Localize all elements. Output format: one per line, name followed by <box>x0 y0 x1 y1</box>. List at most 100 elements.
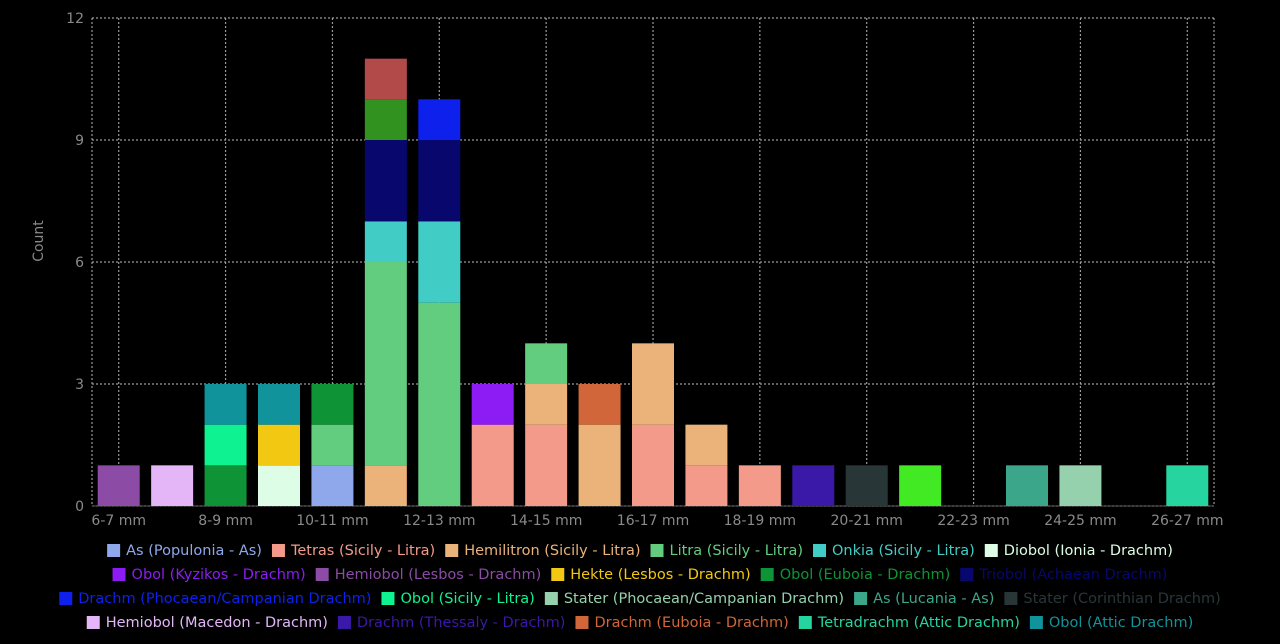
x-tick-label: 24-25 mm <box>1044 513 1116 529</box>
bar-segment <box>364 221 407 262</box>
bar-segment <box>578 424 621 506</box>
legend-swatch <box>271 544 285 557</box>
x-tick-label: 10-11 mm <box>296 513 368 529</box>
y-tick-label: 9 <box>75 133 84 149</box>
legend-label: Obol (Euboia - Drachm) <box>780 567 951 583</box>
legend-label: As (Populonia - As) <box>126 543 262 559</box>
bar-segment <box>792 465 835 506</box>
bar-segment <box>258 384 300 425</box>
legend-swatch <box>650 544 664 557</box>
legend-swatch <box>575 616 589 629</box>
legend-label: Diobol (Ionia - Drachm) <box>1004 543 1173 559</box>
legend-swatch <box>798 616 812 629</box>
legend-label: Obol (Kyzikos - Drachm) <box>132 567 306 583</box>
legend-swatch <box>315 568 329 581</box>
y-tick-label: 6 <box>75 255 84 271</box>
legend-label: Obol (Sicily - Litra) <box>400 591 534 607</box>
legend-swatch <box>960 568 974 581</box>
legend-label: Obol (Attic Drachm) <box>1049 615 1193 631</box>
x-tick-label: 8-9 mm <box>198 513 253 529</box>
bar-segment <box>899 465 942 506</box>
legend-swatch <box>1004 592 1018 605</box>
x-tick-label: 12-13 mm <box>403 513 475 529</box>
legend-label: Hemiobol (Macedon - Drachm) <box>106 615 328 631</box>
legend-label: Hemiobol (Lesbos - Drachm) <box>335 567 542 583</box>
bar-segment <box>525 384 568 425</box>
legend-swatch <box>760 568 774 581</box>
y-tick-label: 3 <box>75 377 84 393</box>
bar-segment <box>471 384 514 425</box>
x-tick-label: 18-19 mm <box>724 513 796 529</box>
bar-segment <box>151 465 194 506</box>
legend-swatch <box>381 592 395 605</box>
bar-segment <box>578 384 621 425</box>
y-tick-label: 12 <box>66 11 84 27</box>
legend-swatch <box>813 544 826 557</box>
legend-label: Tetras (Sicily - Litra) <box>290 543 435 559</box>
legend-label: Tetradrachm (Attic Drachm) <box>817 615 1020 631</box>
bar-segment <box>418 140 461 222</box>
x-tick-label: 22-23 mm <box>937 513 1009 529</box>
bar-segment <box>632 424 674 506</box>
bar-segment <box>364 99 407 140</box>
bar-segment <box>97 465 140 506</box>
bar-segment <box>1166 465 1209 506</box>
bar-segment <box>525 424 568 506</box>
x-tick-label: 6-7 mm <box>91 513 146 529</box>
bar-segment <box>364 140 407 222</box>
legend-swatch <box>112 568 126 581</box>
bar-segment <box>364 465 407 506</box>
bar-segment <box>685 465 728 506</box>
y-axis-title: Count <box>31 220 47 262</box>
bar-segment <box>845 465 888 506</box>
bar-segment <box>364 262 407 466</box>
bar-segment <box>311 465 354 506</box>
bar-segment <box>738 465 781 506</box>
bar-segment <box>418 99 461 140</box>
bar-segment <box>258 424 300 466</box>
legend-swatch <box>107 544 121 557</box>
y-tick-label: 0 <box>75 499 84 515</box>
legend-label: Stater (Phocaean/Campanian Drachm) <box>564 591 844 607</box>
legend-label: As (Lucania - As) <box>873 591 994 607</box>
x-tick-label: 26-27 mm <box>1151 513 1223 529</box>
legend-swatch <box>984 544 998 557</box>
x-tick-label: 16-17 mm <box>617 513 689 529</box>
bar-segment <box>471 424 514 506</box>
legend-label: Hekte (Lesbos - Drachm) <box>570 567 750 583</box>
x-tick-label: 20-21 mm <box>831 513 903 529</box>
bar-segment <box>204 465 247 506</box>
legend-label: Drachm (Thessaly - Drachm) <box>357 615 566 631</box>
bar-segment <box>525 343 568 384</box>
bar-segment <box>418 221 461 303</box>
legend-label: Hemilitron (Sicily - Litra) <box>464 543 640 559</box>
bar-segment <box>311 384 354 425</box>
bar-segment <box>418 302 461 506</box>
legend-label: Drachm (Euboia - Drachm) <box>594 615 788 631</box>
legend-label: Drachm (Phocaean/Campanian Drachm) <box>78 591 371 607</box>
legend-swatch <box>86 616 100 629</box>
x-tick-label: 14-15 mm <box>510 513 582 529</box>
bar-segment <box>258 465 300 506</box>
bar-segment <box>685 424 728 466</box>
bar-segment <box>311 424 354 466</box>
legend-swatch <box>59 592 73 605</box>
legend-swatch <box>544 592 558 605</box>
legend-label: Stater (Corinthian Drachm) <box>1023 591 1220 607</box>
legend-swatch <box>551 568 565 581</box>
legend-label: Litra (Sicily - Litra) <box>670 543 804 559</box>
bar-segment <box>204 424 247 466</box>
legend-swatch <box>1029 616 1043 629</box>
legend-swatch <box>445 544 459 557</box>
legend-swatch <box>854 592 868 605</box>
bar-segment <box>1006 465 1048 506</box>
bar-segment <box>364 58 407 100</box>
legend-label: Onkia (Sicily - Litra) <box>832 543 975 559</box>
bar-segment <box>204 384 247 425</box>
bar-segment <box>632 343 674 425</box>
legend-label: Triobol (Achaean Drachm) <box>978 567 1167 583</box>
bar-segment <box>1059 465 1102 506</box>
legend-swatch <box>337 616 351 629</box>
